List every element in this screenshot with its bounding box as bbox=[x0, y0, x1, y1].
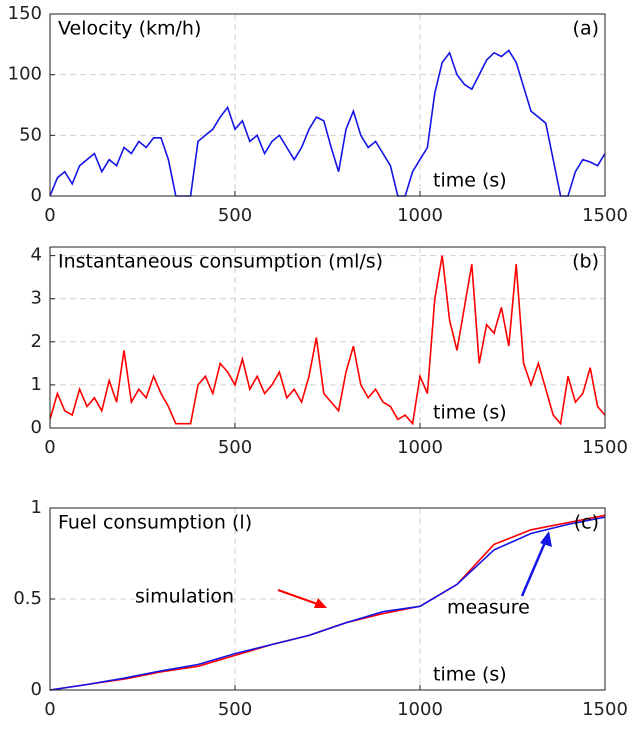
x-tick-label: 0 bbox=[44, 699, 55, 720]
x-tick-label: 1500 bbox=[582, 699, 628, 720]
arrow-head bbox=[540, 531, 552, 547]
x-tick-label: 0 bbox=[44, 437, 55, 458]
series-annotation: simulation bbox=[135, 586, 234, 608]
series-annotation: measure bbox=[447, 597, 530, 619]
y-tick-label: 1 bbox=[31, 374, 42, 395]
panel-label: (a) bbox=[573, 18, 599, 40]
y-tick-label: 0 bbox=[31, 679, 42, 700]
y-tick-label: 0 bbox=[31, 185, 42, 206]
data-line bbox=[49, 516, 606, 691]
x-tick-label: 1000 bbox=[397, 205, 443, 226]
panel-label: (c) bbox=[574, 512, 599, 534]
panel-title: Instantaneous consumption (ml/s) bbox=[58, 251, 383, 273]
plot-frame bbox=[49, 13, 606, 197]
plot-frame bbox=[49, 246, 606, 429]
y-tick-label: 50 bbox=[19, 124, 42, 145]
panel-title: Velocity (km/h) bbox=[58, 18, 201, 40]
y-tick-label: 1 bbox=[31, 497, 42, 518]
x-axis-label: time (s) bbox=[433, 664, 507, 686]
x-tick-label: 1000 bbox=[397, 437, 443, 458]
y-tick-label: 100 bbox=[8, 64, 42, 85]
panel-label: (b) bbox=[572, 251, 599, 273]
x-tick-label: 1500 bbox=[582, 205, 628, 226]
x-tick-label: 500 bbox=[218, 699, 252, 720]
annotation-arrow bbox=[277, 589, 324, 607]
x-tick-label: 1500 bbox=[582, 437, 628, 458]
x-axis-label: time (s) bbox=[433, 402, 507, 424]
arrow-head bbox=[314, 598, 327, 608]
plot-frame bbox=[49, 507, 606, 691]
x-axis-label: time (s) bbox=[433, 170, 507, 192]
y-tick-label: 150 bbox=[8, 3, 42, 24]
x-tick-label: 1000 bbox=[397, 699, 443, 720]
data-line bbox=[49, 49, 606, 197]
x-tick-label: 0 bbox=[44, 205, 55, 226]
y-tick-label: 4 bbox=[31, 245, 42, 266]
y-tick-label: 2 bbox=[31, 331, 42, 352]
annotation-arrow bbox=[520, 539, 548, 597]
panel-title: Fuel consumption (l) bbox=[58, 512, 252, 534]
x-tick-label: 500 bbox=[218, 205, 252, 226]
y-tick-label: 3 bbox=[31, 288, 42, 309]
y-tick-label: 0 bbox=[31, 417, 42, 438]
x-tick-label: 500 bbox=[218, 437, 252, 458]
data-line bbox=[49, 255, 606, 426]
y-tick-label: 0.5 bbox=[13, 588, 42, 609]
